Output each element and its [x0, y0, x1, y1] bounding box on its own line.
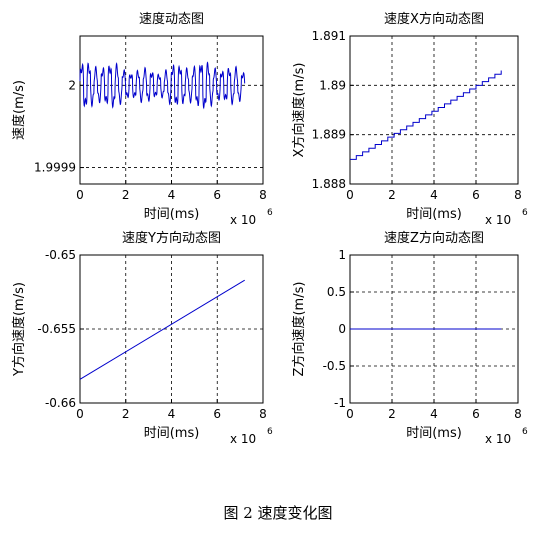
x-multiplier-exponent: 6 [522, 427, 528, 437]
y-axis-label: 速度(m/s) [11, 80, 27, 140]
x-tick-label: 4 [168, 188, 176, 202]
x-tick-label: 4 [430, 188, 438, 202]
x-tick-label: 2 [388, 188, 396, 202]
x-axis-label: 时间(ms) [406, 426, 462, 441]
y-tick-label: 0 [338, 322, 346, 336]
x-tick-label: 0 [76, 407, 84, 421]
x-tick-label: 2 [122, 407, 130, 421]
x-tick-label: 8 [259, 188, 267, 202]
y-tick-label: 1.889 [312, 128, 346, 142]
x-tick-label: 8 [514, 188, 522, 202]
x-tick-label: 0 [346, 407, 354, 421]
y-tick-label: 1.891 [312, 29, 346, 43]
y-axis-label: X方向速度(m/s) [291, 63, 307, 158]
series-line [79, 279, 245, 380]
x-multiplier-exponent: 6 [267, 427, 273, 437]
chart-title: 速度动态图 [139, 11, 204, 27]
x-tick-label: 2 [388, 407, 396, 421]
x-tick-label: 0 [346, 188, 354, 202]
series-line [350, 70, 502, 160]
x-tick-label: 8 [514, 407, 522, 421]
x-tick-label: 6 [472, 188, 480, 202]
y-tick-label: -0.65 [45, 248, 76, 262]
y-tick-label: -0.5 [323, 359, 346, 373]
y-tick-label: 1.888 [312, 177, 346, 191]
x-tick-label: 8 [259, 407, 267, 421]
x-multiplier-exponent: 6 [267, 208, 273, 218]
x-multiplier: x 10 [485, 213, 511, 227]
y-tick-label: 1.89 [319, 78, 346, 92]
x-multiplier: x 10 [485, 432, 511, 446]
x-tick-label: 2 [122, 188, 130, 202]
y-tick-label: 0.5 [327, 285, 346, 299]
y-tick-label: -1 [334, 396, 346, 410]
y-tick-label: -0.66 [45, 396, 76, 410]
x-multiplier: x 10 [230, 213, 256, 227]
chart-title: 速度X方向动态图 [384, 11, 484, 27]
x-tick-label: 0 [76, 188, 84, 202]
y-axis-label: Y方向速度(m/s) [11, 282, 27, 377]
x-axis-label: 时间(ms) [144, 426, 200, 441]
x-tick-label: 6 [213, 188, 221, 202]
y-tick-label: 1 [338, 248, 346, 262]
x-tick-label: 4 [168, 407, 176, 421]
x-tick-label: 6 [472, 407, 480, 421]
x-axis-label: 时间(ms) [144, 207, 200, 222]
x-multiplier: x 10 [230, 432, 256, 446]
y-tick-label: -0.655 [37, 322, 76, 336]
x-tick-label: 6 [213, 407, 221, 421]
figure-caption: 图 2 速度变化图 [223, 504, 333, 522]
chart-title: 速度Y方向动态图 [122, 230, 221, 246]
x-multiplier-exponent: 6 [522, 208, 528, 218]
x-tick-label: 4 [430, 407, 438, 421]
chart-title: 速度Z方向动态图 [384, 230, 484, 246]
series-line [79, 61, 246, 110]
x-axis-label: 时间(ms) [406, 207, 462, 222]
y-axis-label: Z方向速度(m/s) [291, 282, 307, 377]
y-tick-label: 1.9999 [34, 161, 76, 175]
y-tick-label: 2 [68, 78, 76, 92]
